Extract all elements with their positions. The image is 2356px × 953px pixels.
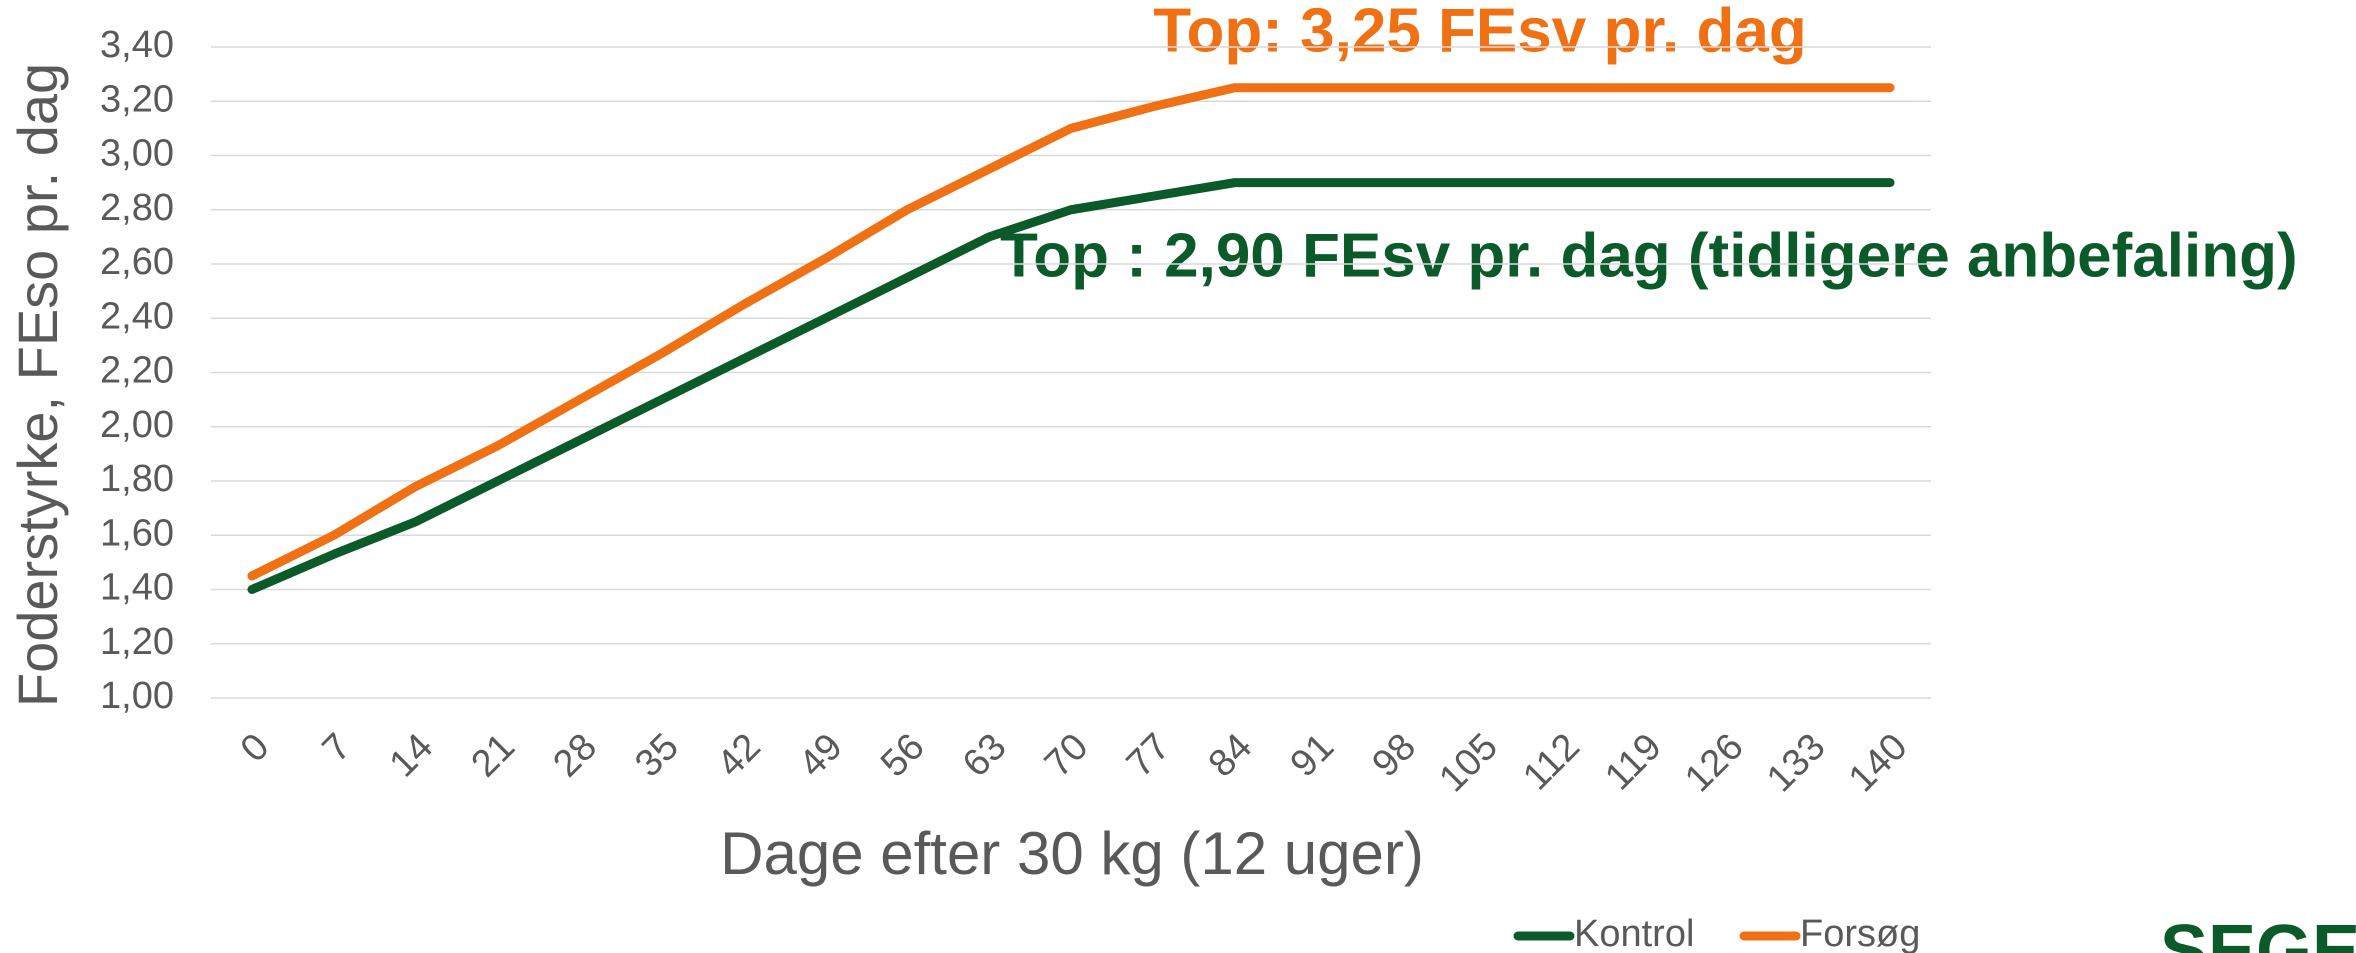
x-tick-label: 49 <box>791 726 851 786</box>
y-tick-label: 1,40 <box>100 567 174 609</box>
annotation: Top: 3,25 FEsv pr. dag <box>1153 0 1806 65</box>
x-tick-label: 119 <box>1597 726 1670 799</box>
x-tick-label: 14 <box>382 726 442 786</box>
x-axis-label: Dage efter 30 kg (12 uger) <box>720 820 1424 887</box>
y-tick-label: 1,20 <box>100 621 174 663</box>
y-axis-label: Foderstyrke, FEso pr. dag <box>6 63 69 707</box>
y-tick-label: 2,00 <box>100 404 174 446</box>
line <box>247 83 1895 581</box>
x-tick-label: 35 <box>627 726 687 786</box>
y-tick-label: 1,60 <box>100 512 174 554</box>
x-tick-label: 112 <box>1515 726 1588 799</box>
annotation: Top : 2,90 FEsv pr. dag (tidligere anbef… <box>1000 221 2298 290</box>
x-tick-label: 70 <box>1037 726 1097 786</box>
x-tick-label: 105 <box>1431 726 1506 801</box>
x-tick-label: 21 <box>464 726 524 786</box>
x-tick-label: 126 <box>1677 726 1752 801</box>
x-tick-label: 91 <box>1283 726 1343 786</box>
y-tick-label: 2,20 <box>100 350 174 392</box>
legend-label: Forsøg <box>1800 913 1920 953</box>
x-tick-label: 84 <box>1201 726 1261 786</box>
y-tick-label: 3,20 <box>100 78 174 120</box>
legend-label: Kontrol <box>1574 913 1694 953</box>
x-tick-label: 7 <box>315 726 360 771</box>
y-tick-label: 2,80 <box>100 187 174 229</box>
y-tick-label: 2,40 <box>100 295 174 337</box>
y-tick-label: 3,00 <box>100 133 174 175</box>
x-tick-label: 77 <box>1119 726 1179 786</box>
x-tick-label: 56 <box>873 726 933 786</box>
x-tick-label: 42 <box>709 726 769 786</box>
y-tick-label: 2,60 <box>100 241 174 283</box>
y-tick-label: 1,00 <box>100 675 174 717</box>
logo: SEGES <box>2160 911 2356 953</box>
x-tick-label: 140 <box>1841 726 1916 801</box>
x-tick-label: 98 <box>1364 726 1424 786</box>
y-tick-label: 1,80 <box>100 458 174 500</box>
x-tick-label: 133 <box>1759 726 1834 801</box>
x-tick-label: 0 <box>233 726 278 771</box>
x-tick-label: 28 <box>545 726 605 786</box>
y-tick-label: 3,40 <box>100 24 174 66</box>
x-tick-label: 63 <box>955 726 1015 786</box>
line <box>247 178 1895 594</box>
